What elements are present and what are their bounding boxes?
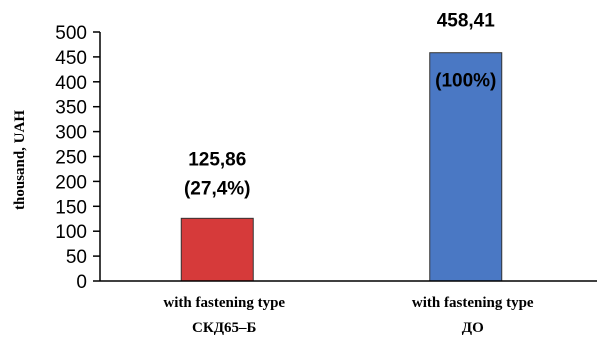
bars-group [180,52,503,282]
category-labels-group: with fastening type СКД65–Б with fastening… [163,295,534,336]
category-label: with fastening type [163,295,285,311]
category-label: with fastening type [412,295,534,311]
y-tick-label: 0 [76,272,87,293]
y-axis-label: thousand, UAH [12,110,28,210]
category-label: ДО [462,320,484,336]
y-tick-label: 300 [55,123,87,144]
bar-1 [180,217,254,282]
y-tick-label: 450 [55,48,87,69]
y-tick-label: 250 [55,148,87,169]
y-tick-label: 50 [66,247,87,268]
y-tick-label: 350 [55,98,87,119]
y-tick-label: 500 [55,23,87,44]
y-tick-label: 200 [55,172,87,193]
value-label: 458,41 [437,11,496,32]
category-label: СКД65–Б [192,320,257,336]
percent-label: (100%) [435,71,496,92]
value-label: 125,86 [188,149,246,170]
bar-2 [429,52,503,282]
percent-label: (27,4%) [184,178,251,199]
y-axis-ticks: 0 50 100 150 200 250 300 350 400 450 500 [55,23,100,293]
data-labels-group: 125,86 (27,4%) 458,41 (100%) [184,11,496,200]
y-tick-label: 150 [55,197,87,218]
y-tick-label: 400 [55,73,87,94]
y-tick-label: 100 [55,222,87,243]
